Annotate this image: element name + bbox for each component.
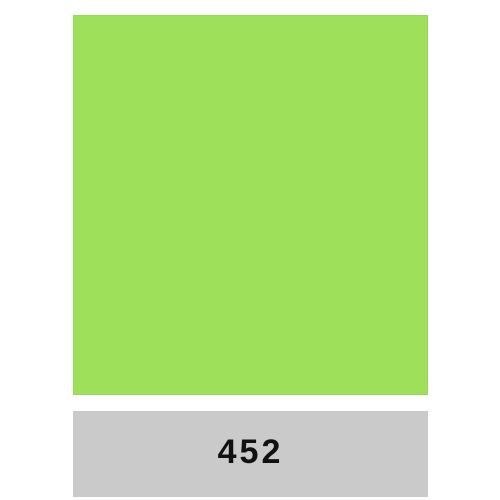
color-swatch-card: 452 <box>73 15 428 497</box>
color-swatch <box>73 15 428 395</box>
swatch-label-band: 452 <box>73 411 428 497</box>
swatch-code-label: 452 <box>217 432 284 471</box>
